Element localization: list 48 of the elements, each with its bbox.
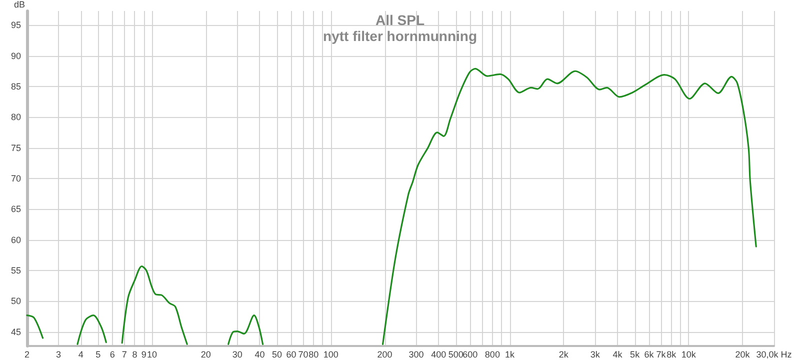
x-tick-label: 50	[272, 350, 282, 360]
x-tick-label: 30,0k Hz	[756, 350, 792, 360]
x-tick-label: 3k	[590, 350, 600, 360]
y-tick-label: 75	[10, 142, 21, 153]
x-tick-label: 7	[122, 350, 127, 360]
x-tick-label: 10k	[681, 350, 696, 360]
x-tick-label: 4	[78, 350, 84, 360]
y-tick-label: 65	[10, 204, 21, 214]
x-tick-label: 20k	[735, 350, 750, 360]
x-tick-label: 4k	[612, 350, 623, 360]
x-tick-label: 400	[431, 350, 446, 360]
x-tick-label: 3	[56, 350, 62, 360]
x-tick-label: 5	[96, 350, 101, 360]
x-tick-label: 30	[232, 350, 242, 360]
y-axis-title: dB	[14, 0, 25, 10]
x-tick-label: 10	[147, 350, 158, 360]
y-tick-label: 70	[10, 174, 21, 184]
x-tick-label: 80	[308, 350, 319, 360]
y-tick-label: 55	[10, 266, 21, 276]
y-tick-label: 45	[10, 326, 21, 337]
y-tick-label: 80	[10, 112, 21, 122]
x-tick-label: 800	[484, 350, 500, 360]
x-tick-label: 8k	[666, 350, 677, 360]
x-tick-label: 100	[323, 350, 338, 360]
x-tick-label: 7k	[656, 350, 666, 360]
x-tick-label: 70	[298, 350, 308, 360]
x-tick-label: 200	[377, 350, 392, 360]
x-tick-label: 1k	[505, 350, 516, 360]
y-tick-label: 90	[10, 50, 21, 61]
y-tick-label: 95	[10, 20, 21, 30]
x-tick-label: 5k	[630, 350, 640, 360]
x-tick-label: 20	[200, 350, 211, 360]
y-tick-label: 85	[10, 81, 21, 92]
x-tick-label: 2	[24, 350, 30, 360]
x-tick-label: 8	[132, 350, 138, 360]
x-tick-label: 40	[254, 350, 265, 360]
x-tick-label: 6	[110, 350, 115, 360]
x-tick-label: 9	[141, 350, 146, 360]
x-tick-label: 300	[408, 350, 424, 360]
x-tick-label: 500	[448, 350, 464, 360]
x-tick-label: 60	[286, 350, 296, 360]
y-tick-label: 60	[10, 234, 21, 245]
x-tick-label: 600	[462, 350, 478, 360]
y-tick-label: 50	[10, 296, 21, 306]
x-tick-label: 2k	[558, 350, 569, 360]
x-tick-label: 6k	[644, 350, 654, 360]
text: nytt filter hornmunning	[323, 28, 477, 44]
chart-title: All SPL	[375, 12, 425, 28]
